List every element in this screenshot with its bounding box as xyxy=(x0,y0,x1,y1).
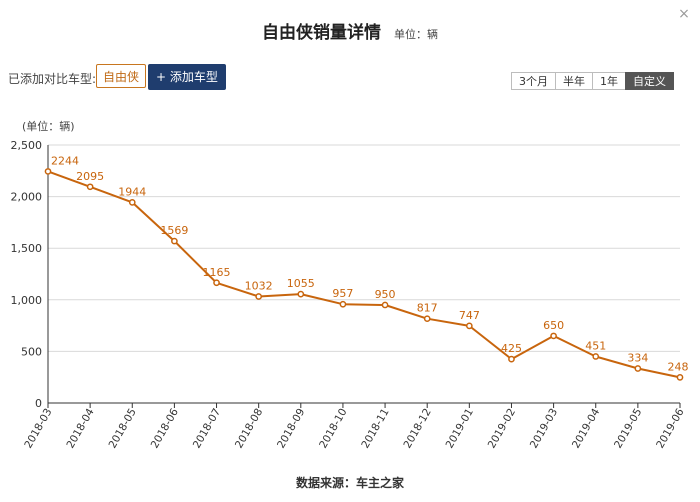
data-label: 950 xyxy=(375,288,396,301)
data-source: 数据来源：车主之家 xyxy=(295,476,404,490)
x-tick-label: 2018-12 xyxy=(401,407,433,451)
x-tick-label: 2018-03 xyxy=(22,407,54,451)
added-models-label: 已添加对比车型: xyxy=(8,72,97,86)
y-tick-label: 0 xyxy=(35,397,42,410)
data-points xyxy=(44,168,684,381)
range-selector: 3个月 半年 1年 自定义 xyxy=(511,72,674,90)
data-label: 425 xyxy=(501,342,522,355)
data-labels: 2244 2095 1944 1569 1165 1032 1055 957 950 817 747… xyxy=(51,154,689,373)
data-point xyxy=(508,355,515,363)
y-axis-ticks: 0 500 1,000 1,500 2,000 2,500 xyxy=(11,139,43,410)
data-point xyxy=(592,353,600,360)
x-tick-label: 2019-05 xyxy=(612,407,644,451)
range-1-year-button[interactable]: 1年 xyxy=(592,72,626,90)
grid-lines xyxy=(48,144,680,404)
x-tick-label: 2018-05 xyxy=(107,407,139,451)
add-model-button[interactable]: + 添加车型 xyxy=(148,64,226,90)
x-tick-label: 2019-03 xyxy=(528,407,560,451)
data-point xyxy=(44,168,52,175)
x-tick-label: 2019-04 xyxy=(570,406,602,450)
data-label: 817 xyxy=(417,302,438,315)
data-point xyxy=(634,365,642,372)
x-tick-label: 2019-02 xyxy=(486,407,518,451)
series-polyline xyxy=(47,170,681,379)
x-tick-label: 2018-07 xyxy=(191,407,223,451)
x-axis-ticks: 2018-03 2018-04 2018-05 2018-06 2018-07 2018-… xyxy=(22,403,687,451)
chart-header: 自由侠销量详情 单位：辆 xyxy=(0,18,700,43)
y-tick-label: 2,000 xyxy=(11,191,43,204)
data-label: 1165 xyxy=(203,266,231,279)
unit-label: 单位：辆 xyxy=(394,28,439,41)
series-line xyxy=(47,170,681,379)
range-custom-button[interactable]: 自定义 xyxy=(625,72,674,90)
data-point xyxy=(423,315,431,323)
data-point xyxy=(255,293,263,300)
y-axis-unit-label: (单位：辆) xyxy=(22,119,75,133)
data-point xyxy=(676,374,684,381)
data-point xyxy=(465,322,473,330)
x-tick-label: 2018-09 xyxy=(275,407,307,451)
data-label: 1055 xyxy=(287,277,315,290)
data-label: 334 xyxy=(627,352,648,365)
close-icon[interactable]: × xyxy=(678,6,690,22)
x-tick-label: 2018-10 xyxy=(317,407,349,451)
x-tick-label: 2018-08 xyxy=(233,407,265,451)
data-label: 957 xyxy=(332,287,353,300)
data-label: 451 xyxy=(585,339,606,352)
axes xyxy=(47,145,680,404)
y-tick-label: 2,500 xyxy=(11,139,43,152)
data-point xyxy=(339,300,347,308)
model-tag-free-man[interactable]: 自由侠 xyxy=(96,64,147,88)
data-point xyxy=(550,332,557,340)
data-label: 650 xyxy=(543,319,564,332)
y-tick-label: 500 xyxy=(21,345,42,358)
x-tick-label: 2018-11 xyxy=(359,407,391,451)
data-label: 1944 xyxy=(118,185,146,198)
data-point xyxy=(171,237,178,245)
x-tick-label: 2019-01 xyxy=(444,407,476,451)
data-point xyxy=(381,301,389,309)
data-label: 2244 xyxy=(51,154,79,167)
data-point xyxy=(213,279,220,287)
data-label: 1032 xyxy=(245,279,273,292)
data-label: 1569 xyxy=(160,224,188,237)
data-label: 248 xyxy=(668,360,689,373)
data-point xyxy=(86,183,94,191)
data-label: 2095 xyxy=(76,170,104,183)
data-label: 747 xyxy=(459,309,480,322)
x-tick-label: 2018-06 xyxy=(149,406,181,450)
page-title: 自由侠销量详情 xyxy=(261,23,381,43)
y-tick-label: 1,000 xyxy=(11,294,43,307)
data-point xyxy=(297,290,305,298)
y-tick-label: 1,500 xyxy=(11,242,43,255)
x-tick-label: 2019-06 xyxy=(654,406,686,450)
data-point xyxy=(128,199,136,206)
x-tick-label: 2018-04 xyxy=(64,406,96,450)
